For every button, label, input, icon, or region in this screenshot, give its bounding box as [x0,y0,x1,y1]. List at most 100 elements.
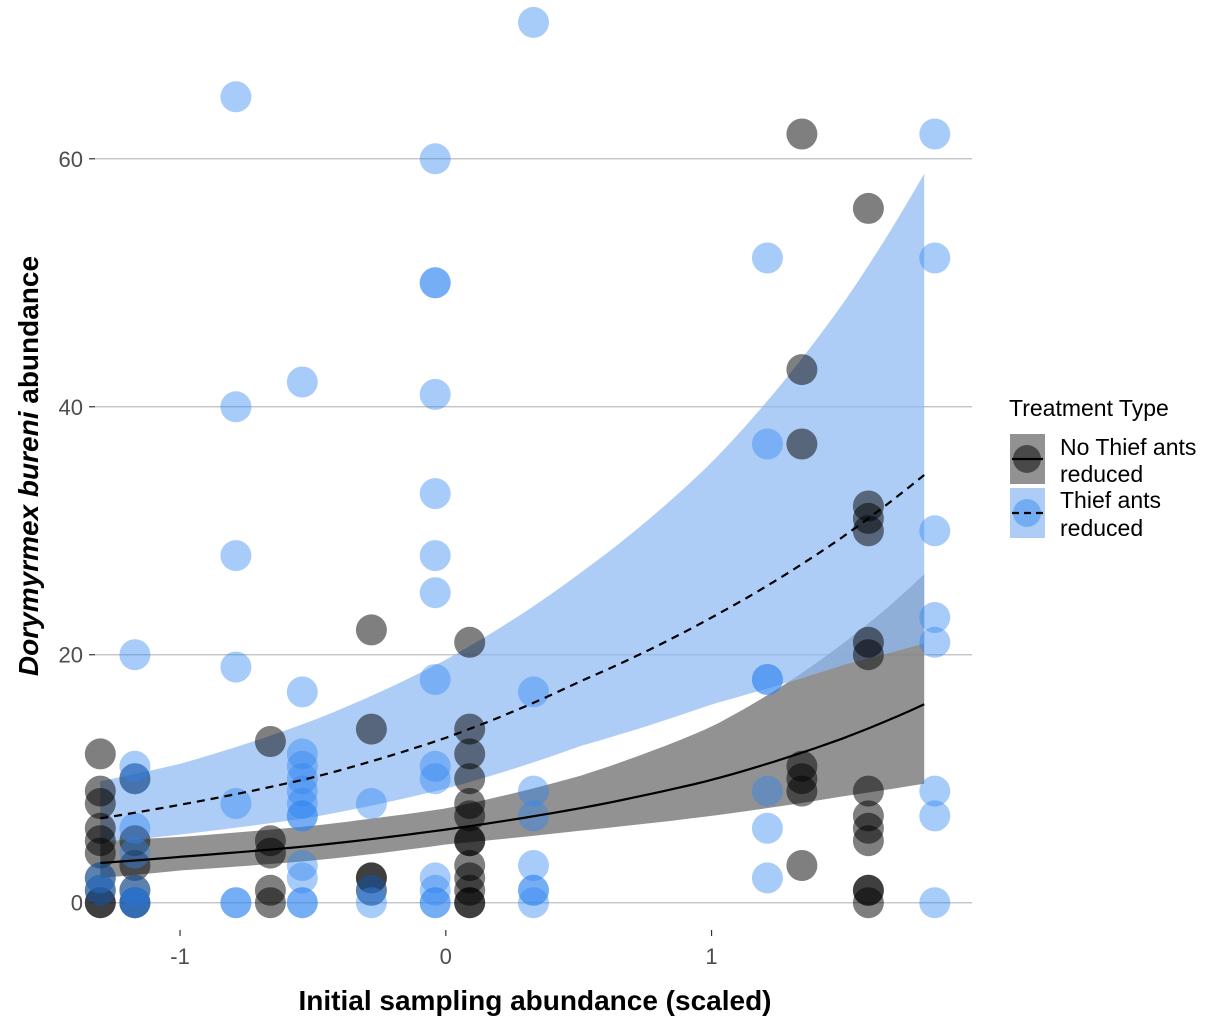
data-point-s1-32 [355,887,387,919]
data-point-s1-56 [751,428,783,460]
data-point-s1-9 [119,887,151,919]
data-point-s0-58 [852,887,884,919]
data-point-s1-14 [220,788,252,819]
data-point-s0-22 [355,713,387,745]
y-tick-label-40: 40 [59,395,83,420]
data-point-s1-37 [419,478,451,510]
data-point-s1-61 [751,862,783,894]
data-point-s1-63 [919,242,951,274]
data-point-s1-38 [419,540,451,572]
data-point-s1-44 [419,874,451,906]
data-point-s0-11 [119,825,151,857]
data-point-s1-29 [286,887,318,919]
data-point-s1-18 [286,676,318,708]
data-point-s1-51 [518,850,549,881]
data-point-s1-39 [419,577,451,609]
data-point-s1-58 [751,664,783,695]
data-point-s1-3 [119,750,151,782]
data-point-s0-46 [852,192,884,224]
data-point-s1-5 [119,812,151,844]
legend-label-no-thief: No Thief ants [1060,434,1196,460]
data-point-s1-27 [286,862,318,894]
data-point-s1-20 [286,750,318,782]
legend-item-thief: Thief ants reduced [1010,487,1161,541]
data-point-s0-26 [454,626,486,658]
fit-line-1 [100,474,925,820]
data-point-s1-69 [919,887,951,919]
data-point-s1-67 [919,775,951,807]
data-point-s1-33 [419,143,451,175]
data-point-s0-38 [454,887,486,919]
data-point-s1-62 [919,118,951,150]
data-point-s0-15 [119,887,151,919]
data-point-s1-66 [919,626,951,658]
axis-ticks: 0 20 40 60 -1 0 1 [59,147,718,969]
data-point-s0-45 [786,850,818,881]
data-point-s1-48 [518,676,549,708]
data-point-s0-49 [852,515,884,547]
data-point-s0-52 [852,775,884,807]
data-point-s0-40 [786,354,818,386]
legend-label-thief-line2: reduced [1060,515,1143,541]
y-axis-title-italic: Dorymyrmex bureni [13,410,44,676]
data-point-s0-55 [852,825,884,857]
data-point-s1-7 [119,874,151,906]
legend-item-no-thief: No Thief ants reduced [1010,434,1196,487]
data-point-s1-54 [518,887,549,919]
data-point-s1-12 [220,540,252,572]
data-point-s0-5 [84,837,116,869]
data-point-s0-20 [254,887,286,919]
legend-title: Treatment Type [1009,395,1169,421]
data-point-s1-36 [419,378,451,410]
data-point-s1-64 [919,515,951,547]
data-point-s1-10 [220,81,252,113]
data-point-s1-65 [919,602,951,633]
data-point-s1-16 [220,887,252,919]
y-tick-label-60: 60 [59,147,83,172]
x-tick-label-0: 0 [440,944,452,969]
data-point-s1-26 [286,850,318,881]
data-point-s1-22 [286,775,318,807]
data-point-s1-45 [419,887,451,919]
data-point-s1-25 [286,800,318,832]
data-point-s1-41 [419,750,451,782]
data-point-s1-35 [419,267,451,299]
y-axis-title: Dorymyrmex bureni abundance [13,256,44,676]
data-point-s1-17 [286,366,318,398]
data-point-s0-12 [119,850,151,881]
data-point-s1-60 [751,812,783,844]
data-point-s1-1 [84,874,116,906]
data-point-s0-0 [84,738,116,770]
data-point-s1-57 [751,664,783,695]
data-point-s0-28 [454,738,486,770]
confidence-bands [100,173,925,878]
data-point-s0-18 [254,837,286,869]
fit-lines [100,474,925,865]
data-point-s1-11 [220,391,252,423]
data-point-s1-2 [119,639,151,671]
data-point-s0-25 [355,874,387,906]
data-point-s0-41 [786,428,818,460]
data-point-s0-44 [786,775,818,807]
data-point-s1-8 [119,887,151,919]
data-point-s0-29 [454,763,486,795]
data-point-s1-40 [419,664,451,695]
data-point-s1-49 [518,775,549,807]
data-point-s0-10 [119,763,151,795]
confidence-band-1 [100,173,925,844]
y-axis-title-rest: abundance [13,256,44,412]
data-point-s1-42 [419,763,451,795]
data-point-s1-34 [419,267,451,299]
data-point-s1-0 [84,862,116,894]
data-point-s1-52 [518,874,549,906]
data-point-s1-21 [286,763,318,795]
data-point-s1-30 [355,788,387,819]
data-point-s1-28 [286,887,318,919]
data-point-s1-4 [119,763,151,795]
data-point-s0-9 [84,887,116,919]
data-point-s0-33 [454,825,486,857]
data-point-s1-55 [751,242,783,274]
data-point-s0-21 [355,614,387,646]
fit-line-0 [100,703,925,865]
